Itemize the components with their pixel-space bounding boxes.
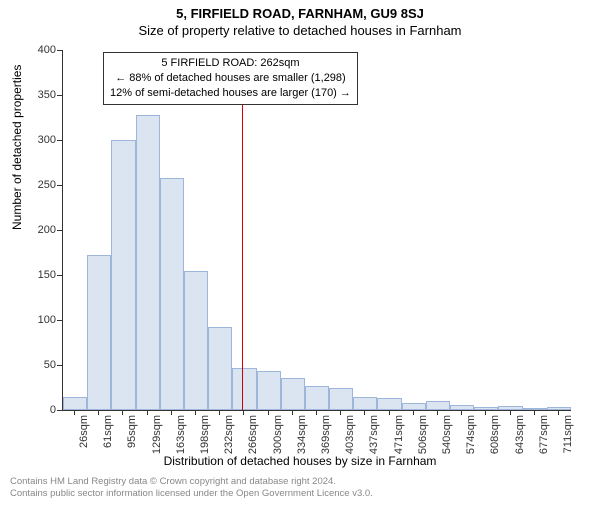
bar (184, 271, 208, 411)
credits: Contains HM Land Registry data © Crown c… (10, 476, 373, 501)
marker-line (242, 72, 243, 410)
ytick-label: 400 (38, 44, 56, 56)
ytick-mark (57, 50, 62, 51)
ytick-mark (57, 275, 62, 276)
xtick-label: 232sqm (223, 415, 235, 454)
xtick-mark (558, 410, 559, 415)
bar (450, 405, 474, 410)
bar (257, 371, 281, 410)
ytick-label: 0 (50, 404, 56, 416)
xtick-label: 437sqm (368, 415, 380, 454)
xtick-label: 608sqm (489, 415, 501, 454)
xtick-label: 300sqm (272, 415, 284, 454)
xtick-mark (147, 410, 148, 415)
bar (208, 327, 232, 410)
ytick-mark (57, 230, 62, 231)
bar (160, 178, 184, 410)
bar (377, 398, 401, 410)
xtick-label: 711sqm (562, 415, 574, 453)
bar (498, 406, 522, 410)
bar (402, 403, 426, 410)
bar (87, 255, 111, 410)
xtick-label: 95sqm (126, 415, 138, 448)
xtick-label: 61sqm (102, 415, 114, 448)
xtick-mark (510, 410, 511, 415)
xtick-mark (340, 410, 341, 415)
xtick-label: 643sqm (514, 415, 526, 454)
ytick-label: 350 (38, 89, 56, 101)
bar (547, 407, 571, 410)
bar (281, 378, 305, 410)
title-main: 5, FIRFIELD ROAD, FARNHAM, GU9 8SJ (0, 6, 600, 21)
ytick-label: 250 (38, 179, 56, 191)
ytick-label: 200 (38, 224, 56, 236)
bar (523, 408, 547, 410)
xtick-label: 334sqm (296, 415, 308, 454)
bar (329, 388, 353, 411)
xtick-label: 540sqm (441, 415, 453, 454)
xtick-label: 574sqm (465, 415, 477, 454)
ytick-mark (57, 410, 62, 411)
y-axis-label: Number of detached properties (10, 65, 24, 230)
xtick-label: 506sqm (417, 415, 429, 454)
annot-line3: 12% of semi-detached houses are larger (… (110, 86, 351, 101)
annotation-box: 5 FIRFIELD ROAD: 262sqm ← 88% of detache… (103, 52, 358, 105)
ytick-mark (57, 95, 62, 96)
x-axis-label: Distribution of detached houses by size … (0, 454, 600, 468)
chart-area: 5 FIRFIELD ROAD: 262sqm ← 88% of detache… (62, 50, 570, 410)
bar (63, 397, 87, 411)
ytick-label: 50 (44, 359, 56, 371)
bar (111, 140, 135, 410)
xtick-label: 403sqm (344, 415, 356, 454)
ytick-label: 150 (38, 269, 56, 281)
bar (353, 397, 377, 411)
xtick-mark (461, 410, 462, 415)
plot-area: 5 FIRFIELD ROAD: 262sqm ← 88% of detache… (62, 50, 571, 411)
xtick-mark (74, 410, 75, 415)
xtick-mark (122, 410, 123, 415)
xtick-label: 266sqm (247, 415, 259, 454)
ytick-label: 100 (38, 314, 56, 326)
ytick-mark (57, 320, 62, 321)
xtick-label: 677sqm (538, 415, 550, 454)
xtick-mark (534, 410, 535, 415)
xtick-mark (292, 410, 293, 415)
bar (305, 386, 329, 410)
xtick-mark (364, 410, 365, 415)
credits-line2: Contains public sector information licen… (10, 488, 373, 500)
ytick-label: 300 (38, 134, 56, 146)
xtick-label: 26sqm (78, 415, 90, 448)
xtick-label: 471sqm (393, 415, 405, 454)
title-sub: Size of property relative to detached ho… (0, 23, 600, 38)
bar (426, 401, 450, 410)
annot-line2: ← 88% of detached houses are smaller (1,… (110, 71, 351, 86)
xtick-mark (243, 410, 244, 415)
bar (474, 407, 498, 410)
xtick-mark (219, 410, 220, 415)
ytick-mark (57, 365, 62, 366)
xtick-label: 163sqm (175, 415, 187, 454)
xtick-label: 198sqm (199, 415, 211, 454)
xtick-mark (98, 410, 99, 415)
ytick-mark (57, 185, 62, 186)
annot-line1: 5 FIRFIELD ROAD: 262sqm (110, 56, 351, 71)
xtick-mark (437, 410, 438, 415)
xtick-label: 369sqm (320, 415, 332, 454)
ytick-mark (57, 140, 62, 141)
xtick-mark (485, 410, 486, 415)
credits-line1: Contains HM Land Registry data © Crown c… (10, 476, 373, 488)
xtick-mark (413, 410, 414, 415)
xtick-mark (268, 410, 269, 415)
bar (136, 115, 160, 410)
xtick-label: 129sqm (151, 415, 163, 454)
xtick-mark (389, 410, 390, 415)
xtick-mark (195, 410, 196, 415)
xtick-mark (171, 410, 172, 415)
bar (232, 368, 256, 410)
xtick-mark (316, 410, 317, 415)
